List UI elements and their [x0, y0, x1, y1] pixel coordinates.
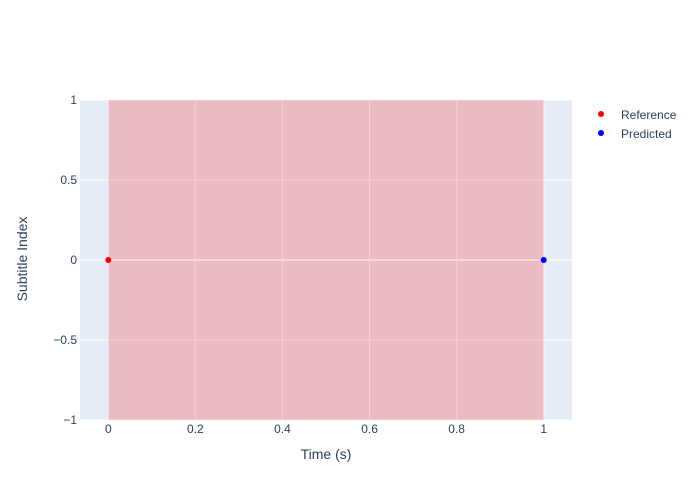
point-predicted-0: [540, 257, 547, 263]
x-tick-label-0: 0: [105, 422, 112, 436]
x-tick-label-1: 0.2: [187, 422, 204, 436]
x-tick-labels: 0 0.2 0.4 0.6 0.8 1: [105, 422, 547, 436]
legend-label-predicted: Predicted: [621, 127, 672, 141]
data-points: [105, 257, 547, 263]
legend-label-reference: Reference: [621, 108, 677, 122]
point-reference-0: [105, 257, 112, 263]
y-tick-label-0: 1: [70, 93, 77, 107]
y-axis-title: Subtitle Index: [14, 217, 30, 302]
y-tick-labels: 1 0.5 0 −0.5 −1: [53, 93, 77, 427]
legend-marker-reference: [598, 111, 604, 117]
x-tick-label-2: 0.4: [274, 422, 291, 436]
y-tick-label-1: 0.5: [60, 173, 77, 187]
legend-marker-predicted: [598, 130, 604, 136]
y-tick-label-3: −0.5: [53, 333, 77, 347]
x-tick-label-3: 0.6: [361, 422, 378, 436]
y-tick-label-4: −1: [63, 413, 77, 427]
x-axis-title: Time (s): [301, 446, 352, 462]
legend: Reference Predicted: [598, 108, 677, 141]
x-tick-label-5: 1: [540, 422, 547, 436]
y-tick-label-2: 0: [70, 253, 77, 267]
x-tick-label-4: 0.8: [448, 422, 465, 436]
